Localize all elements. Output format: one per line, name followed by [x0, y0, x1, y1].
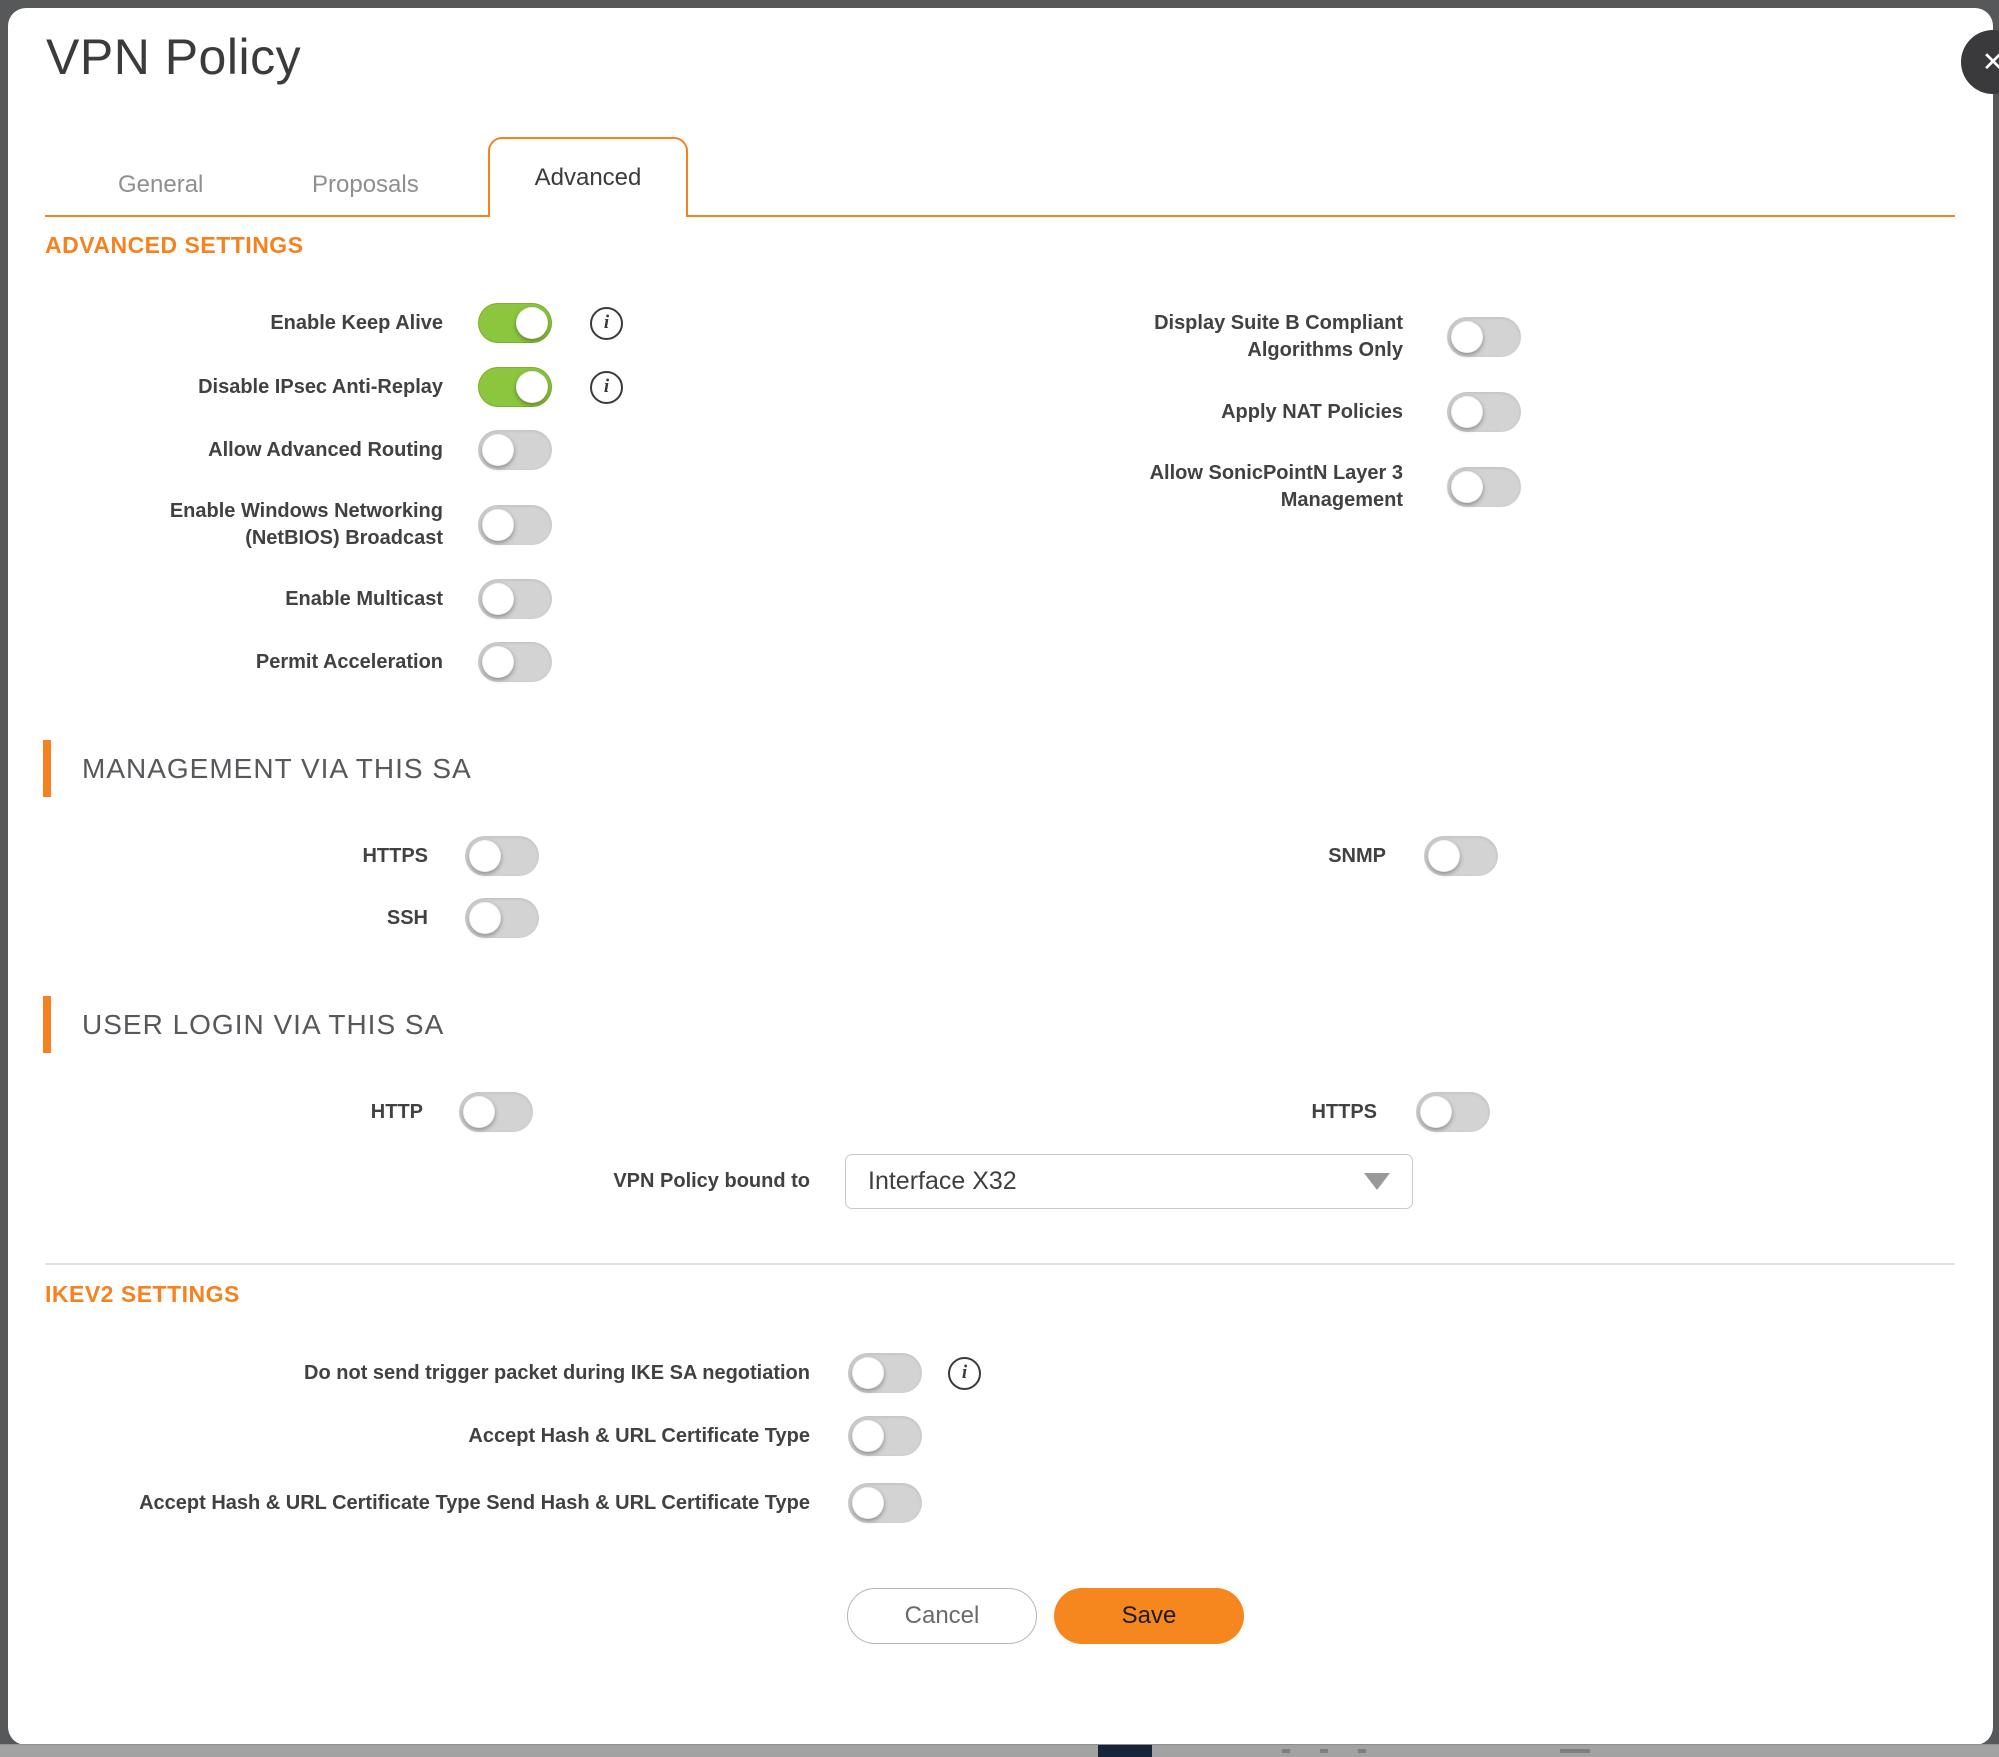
management-section-header: MANAGEMENT VIA THIS SA	[43, 740, 472, 797]
toggle-knob	[1451, 396, 1483, 428]
toggle-knob	[469, 840, 501, 872]
vpn-policy-bound-to-select[interactable]: Interface X32	[845, 1154, 1413, 1209]
toggle-row: Permit Acceleration	[73, 642, 552, 682]
ikev2-settings-heading: IKEV2 SETTINGS	[45, 1281, 240, 1307]
toggle-row: Apply NAT Policies	[1083, 392, 1521, 432]
tab-bar: General Proposals Advanced	[45, 135, 1955, 217]
toggle-label: Enable Keep Alive	[270, 311, 443, 334]
taskbar-tick	[1320, 1749, 1328, 1753]
toggle-row: Allow SonicPointN Layer 3 Management	[1083, 460, 1521, 514]
toggle-label: Disable IPsec Anti-Replay	[198, 375, 443, 398]
toggle-label: Allow SonicPointN Layer 3 Management	[1149, 462, 1403, 511]
footer-buttons: Cancel Save	[847, 1588, 1244, 1644]
toggle-knob	[516, 371, 548, 403]
no-trigger-packet-toggle[interactable]	[848, 1353, 922, 1393]
toggle-label: Accept Hash & URL Certificate Type Send …	[139, 1491, 810, 1514]
tab-general[interactable]: General	[118, 171, 204, 198]
taskbar-tick	[1282, 1749, 1290, 1753]
toggle-label: SNMP	[1328, 844, 1386, 867]
suite-b-compliant-toggle[interactable]	[1447, 317, 1521, 357]
toggle-label: Accept Hash & URL Certificate Type	[468, 1424, 810, 1447]
taskbar-tick	[1560, 1749, 1590, 1753]
section-divider	[45, 1263, 1955, 1265]
toggle-row: Display Suite B Compliant Algorithms Onl…	[1083, 310, 1521, 364]
toggle-knob	[852, 1420, 884, 1452]
enable-keep-alive-toggle[interactable]	[478, 303, 552, 343]
user-login-http-toggle[interactable]	[459, 1092, 533, 1132]
toggle-row: Do not send trigger packet during IKE SA…	[90, 1353, 981, 1393]
toggle-label: HTTP	[370, 1100, 423, 1123]
enable-multicast-toggle[interactable]	[478, 579, 552, 619]
toggle-knob	[516, 307, 548, 339]
toggle-label: Do not send trigger packet during IKE SA…	[304, 1361, 810, 1384]
toggle-row: Accept Hash & URL Certificate Type Send …	[90, 1483, 922, 1523]
toggle-row: Accept Hash & URL Certificate Type	[90, 1416, 922, 1456]
user-login-section-header: USER LOGIN VIA THIS SA	[43, 996, 444, 1053]
toggle-knob	[463, 1096, 495, 1128]
management-snmp-toggle[interactable]	[1424, 836, 1498, 876]
info-icon[interactable]: i	[590, 370, 623, 404]
sonicpointn-layer3-toggle[interactable]	[1447, 467, 1521, 507]
taskbar-tick	[1358, 1749, 1366, 1753]
bound-to-row: VPN Policy bound to Interface X32	[45, 1154, 1413, 1209]
toggle-label: Enable Windows Networking (NetBIOS) Broa…	[169, 500, 443, 549]
orange-bar	[43, 740, 51, 797]
accept-send-hash-url-cert-toggle[interactable]	[848, 1483, 922, 1523]
vpn-policy-dialog	[8, 8, 1993, 1745]
chevron-down-icon	[1364, 1173, 1390, 1190]
toggle-knob	[1451, 471, 1483, 503]
accept-hash-url-cert-toggle[interactable]	[848, 1416, 922, 1456]
toggle-label: HTTPS	[362, 844, 428, 867]
toggle-row: Disable IPsec Anti-Replay i	[73, 367, 623, 407]
toggle-knob	[1451, 321, 1483, 353]
toggle-row: HTTPS	[1000, 1092, 1490, 1132]
toggle-label: Apply NAT Policies	[1221, 400, 1403, 423]
toggle-row: Allow Advanced Routing	[73, 430, 552, 470]
allow-advanced-routing-toggle[interactable]	[478, 430, 552, 470]
permit-acceleration-toggle[interactable]	[478, 642, 552, 682]
toggle-knob	[852, 1357, 884, 1389]
taskbar	[0, 1744, 1999, 1757]
toggle-knob	[1420, 1096, 1452, 1128]
save-button[interactable]: Save	[1054, 1588, 1244, 1644]
info-icon[interactable]: i	[948, 1356, 981, 1390]
page-title: VPN Policy	[46, 29, 302, 85]
toggle-knob	[482, 434, 514, 466]
disable-ipsec-anti-replay-toggle[interactable]	[478, 367, 552, 407]
toggle-label: Enable Multicast	[285, 587, 443, 610]
management-https-toggle[interactable]	[465, 836, 539, 876]
toggle-row: Enable Multicast	[73, 579, 552, 619]
info-icon[interactable]: i	[590, 306, 623, 340]
toggle-knob	[482, 583, 514, 615]
toggle-row: SNMP	[1000, 836, 1498, 876]
toggle-label: Allow Advanced Routing	[208, 438, 443, 461]
selected-interface: Interface X32	[868, 1167, 1017, 1195]
management-ssh-toggle[interactable]	[465, 898, 539, 938]
toggle-knob	[482, 509, 514, 541]
toggle-knob	[482, 646, 514, 678]
apply-nat-policies-toggle[interactable]	[1447, 392, 1521, 432]
toggle-row: HTTP	[45, 1092, 533, 1132]
toggle-label: HTTPS	[1311, 1100, 1377, 1123]
toggle-row: Enable Keep Alive i	[73, 303, 623, 343]
toggle-knob	[469, 902, 501, 934]
netbios-broadcast-toggle[interactable]	[478, 505, 552, 545]
bound-to-label: VPN Policy bound to	[613, 1170, 810, 1192]
toggle-label: SSH	[386, 906, 428, 929]
toggle-knob	[1428, 840, 1460, 872]
orange-bar	[43, 996, 51, 1053]
taskbar-app-segment	[1098, 1745, 1152, 1757]
advanced-settings-heading: ADVANCED SETTINGS	[45, 232, 304, 258]
tab-advanced[interactable]: Advanced	[488, 137, 688, 217]
cancel-button[interactable]: Cancel	[847, 1588, 1037, 1644]
toggle-label: Permit Acceleration	[255, 650, 443, 673]
toggle-row: SSH	[45, 898, 539, 938]
toggle-row: Enable Windows Networking (NetBIOS) Broa…	[73, 498, 552, 552]
toggle-knob	[852, 1487, 884, 1519]
toggle-label: Display Suite B Compliant Algorithms Onl…	[1154, 312, 1403, 361]
user-login-https-toggle[interactable]	[1416, 1092, 1490, 1132]
tab-proposals[interactable]: Proposals	[312, 171, 419, 198]
toggle-row: HTTPS	[45, 836, 539, 876]
